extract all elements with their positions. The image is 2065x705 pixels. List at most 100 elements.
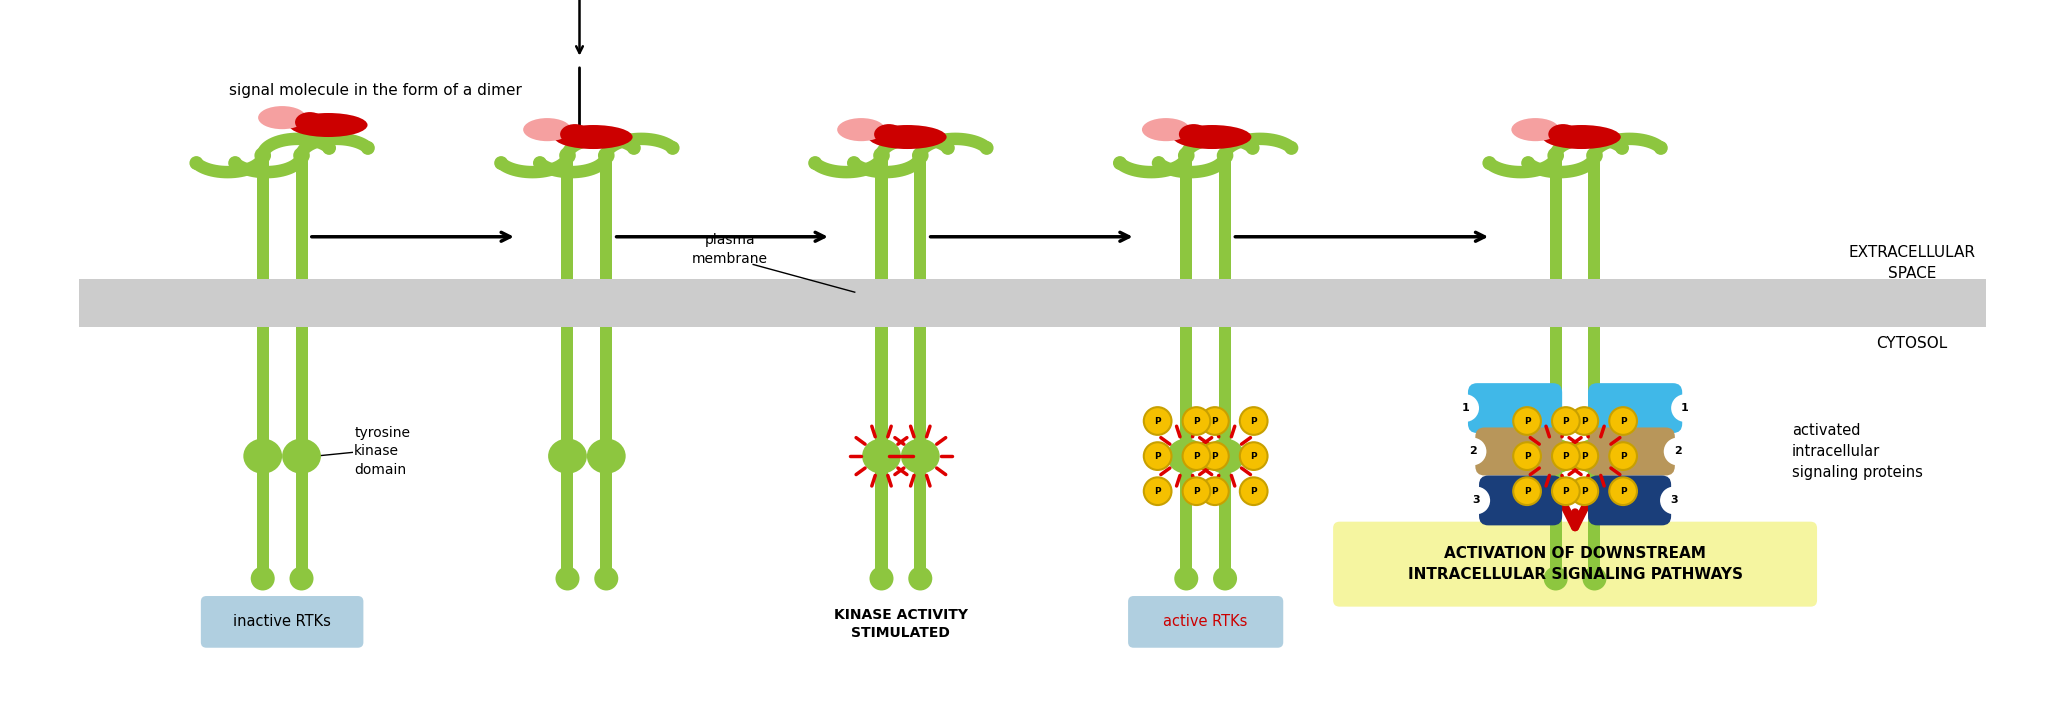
Text: 1: 1 bbox=[1462, 403, 1468, 413]
Circle shape bbox=[1458, 438, 1487, 465]
Ellipse shape bbox=[1167, 439, 1206, 474]
Text: P: P bbox=[1212, 452, 1218, 460]
Circle shape bbox=[1452, 394, 1479, 422]
Circle shape bbox=[1547, 147, 1563, 164]
Text: plasma
membrane: plasma membrane bbox=[692, 233, 768, 266]
Circle shape bbox=[1177, 147, 1194, 164]
Ellipse shape bbox=[836, 118, 886, 141]
Text: P: P bbox=[1563, 417, 1569, 426]
Text: P: P bbox=[1582, 452, 1588, 460]
Text: 2: 2 bbox=[1468, 446, 1476, 456]
Circle shape bbox=[628, 141, 640, 155]
Circle shape bbox=[1571, 442, 1598, 470]
Circle shape bbox=[1212, 567, 1237, 591]
Circle shape bbox=[847, 156, 861, 170]
Text: inactive RTKs: inactive RTKs bbox=[233, 614, 330, 630]
Circle shape bbox=[494, 156, 508, 170]
FancyBboxPatch shape bbox=[1588, 427, 1675, 475]
Bar bbox=[1549, 327, 1561, 585]
FancyBboxPatch shape bbox=[200, 596, 363, 648]
Circle shape bbox=[1514, 407, 1540, 435]
Ellipse shape bbox=[900, 439, 940, 474]
Text: P: P bbox=[1619, 486, 1627, 496]
Circle shape bbox=[560, 147, 576, 164]
Circle shape bbox=[1175, 567, 1198, 591]
Circle shape bbox=[1522, 156, 1534, 170]
Ellipse shape bbox=[586, 439, 626, 474]
Bar bbox=[876, 156, 888, 279]
Circle shape bbox=[1582, 567, 1607, 591]
Text: P: P bbox=[1212, 486, 1218, 496]
Bar bbox=[876, 327, 888, 585]
Circle shape bbox=[869, 567, 894, 591]
Text: P: P bbox=[1524, 486, 1530, 496]
Circle shape bbox=[873, 147, 890, 164]
Circle shape bbox=[361, 141, 376, 155]
Circle shape bbox=[913, 147, 929, 164]
Circle shape bbox=[1152, 156, 1165, 170]
Bar bbox=[1181, 156, 1192, 279]
Circle shape bbox=[289, 567, 314, 591]
Ellipse shape bbox=[1173, 125, 1251, 149]
Text: P: P bbox=[1154, 452, 1161, 460]
Bar bbox=[1218, 327, 1231, 585]
Circle shape bbox=[1514, 477, 1540, 505]
Ellipse shape bbox=[283, 439, 320, 474]
Circle shape bbox=[1202, 442, 1229, 470]
Ellipse shape bbox=[1142, 118, 1189, 141]
Bar bbox=[1588, 156, 1600, 279]
FancyBboxPatch shape bbox=[1588, 475, 1671, 525]
Ellipse shape bbox=[1206, 439, 1245, 474]
Circle shape bbox=[595, 567, 617, 591]
Circle shape bbox=[555, 567, 580, 591]
Circle shape bbox=[1284, 141, 1299, 155]
Bar bbox=[1218, 156, 1231, 279]
Circle shape bbox=[1609, 442, 1638, 470]
Ellipse shape bbox=[553, 125, 632, 149]
Bar bbox=[601, 327, 613, 585]
Ellipse shape bbox=[1549, 124, 1578, 145]
Bar bbox=[601, 156, 613, 279]
Text: 3: 3 bbox=[1671, 496, 1677, 505]
Bar bbox=[915, 156, 927, 279]
Bar bbox=[562, 327, 574, 585]
Ellipse shape bbox=[1512, 118, 1559, 141]
Circle shape bbox=[1144, 477, 1171, 505]
Text: activated
intracellular
signaling proteins: activated intracellular signaling protei… bbox=[1792, 423, 1923, 480]
Ellipse shape bbox=[873, 124, 904, 145]
Text: 1: 1 bbox=[1681, 403, 1689, 413]
FancyBboxPatch shape bbox=[1468, 383, 1561, 433]
Ellipse shape bbox=[1576, 439, 1615, 474]
Circle shape bbox=[1609, 407, 1638, 435]
FancyBboxPatch shape bbox=[1127, 596, 1282, 648]
Circle shape bbox=[1245, 141, 1260, 155]
FancyBboxPatch shape bbox=[1588, 383, 1683, 433]
Circle shape bbox=[1553, 477, 1580, 505]
Circle shape bbox=[1144, 442, 1171, 470]
FancyBboxPatch shape bbox=[1334, 522, 1817, 606]
Circle shape bbox=[254, 147, 271, 164]
Text: P: P bbox=[1619, 452, 1627, 460]
Bar bbox=[915, 327, 927, 585]
Circle shape bbox=[665, 141, 679, 155]
Text: EXTRACELLULAR
SPACE: EXTRACELLULAR SPACE bbox=[1848, 245, 1976, 281]
FancyBboxPatch shape bbox=[1479, 475, 1561, 525]
Text: P: P bbox=[1582, 417, 1588, 426]
Circle shape bbox=[250, 567, 275, 591]
Circle shape bbox=[229, 156, 242, 170]
Circle shape bbox=[1671, 394, 1699, 422]
Circle shape bbox=[322, 141, 337, 155]
Bar bbox=[1588, 327, 1600, 585]
Ellipse shape bbox=[1179, 124, 1208, 145]
Text: P: P bbox=[1524, 452, 1530, 460]
Circle shape bbox=[1144, 407, 1171, 435]
Text: P: P bbox=[1563, 486, 1569, 496]
Ellipse shape bbox=[295, 112, 324, 133]
Circle shape bbox=[1202, 407, 1229, 435]
Circle shape bbox=[1202, 477, 1229, 505]
Bar bbox=[562, 156, 574, 279]
Text: P: P bbox=[1582, 486, 1588, 496]
Bar bbox=[1181, 327, 1192, 585]
Text: CYTOSOL: CYTOSOL bbox=[1877, 336, 1947, 351]
Text: KINASE ACTIVITY
STIMULATED: KINASE ACTIVITY STIMULATED bbox=[834, 608, 968, 640]
